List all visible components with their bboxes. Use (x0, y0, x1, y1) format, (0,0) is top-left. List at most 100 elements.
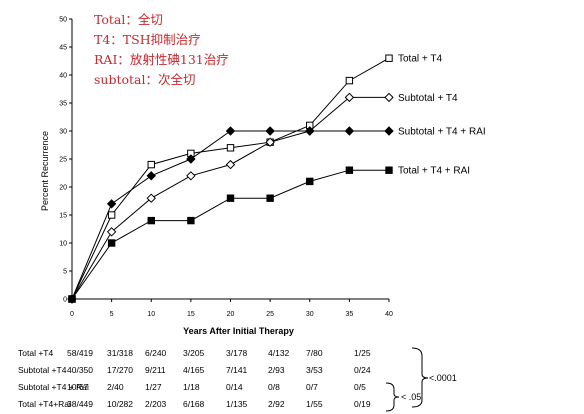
table-cell: 1/135 (226, 399, 248, 409)
y-tick-label: 40 (59, 73, 67, 80)
table-cell: 2/92 (268, 399, 285, 409)
data-point (384, 126, 394, 136)
data-point (107, 211, 116, 219)
data-point (226, 144, 235, 152)
y-tick-label: 30 (59, 129, 67, 136)
table-cell: 1/18 (183, 382, 200, 392)
legend-label: Subtotal + T4 (398, 93, 458, 104)
x-tick-label: 25 (266, 311, 274, 318)
data-point (344, 126, 355, 136)
data-point (187, 216, 195, 225)
data-point (265, 126, 275, 136)
annotation-note: T4：TSH抑制治疗 (94, 32, 201, 47)
series-line (71, 130, 389, 300)
table-cell: 10/67 (67, 382, 89, 392)
table-cell: 1/25 (354, 348, 371, 358)
table-row-label: Total +T4 (18, 348, 53, 358)
table-cell: 2/93 (268, 365, 285, 375)
table-cell: 0/14 (226, 382, 243, 392)
table-cell: 0/19 (354, 399, 371, 409)
data-point (306, 177, 314, 186)
data-point (345, 76, 354, 85)
legend-label: Total + T4 (398, 54, 442, 65)
x-tick-label: 30 (306, 311, 314, 318)
data-point (345, 166, 354, 174)
data-point (146, 193, 156, 203)
data-point (147, 216, 155, 225)
table-cell: 7/80 (306, 348, 323, 358)
y-tick-label: 35 (59, 101, 67, 108)
table-cell: 58/419 (67, 348, 93, 358)
table-cell: 10/282 (107, 399, 133, 409)
x-tick-label: 40 (385, 311, 393, 318)
p-value-label: <.0001 (429, 373, 457, 383)
bracket-all-rows (411, 347, 429, 408)
y-tick-label: 5 (63, 269, 67, 276)
x-tick-label: 20 (227, 311, 235, 318)
table-cell: 7/141 (226, 365, 248, 375)
chart-axes: 0 5 10 15 20 25 30 35 40 45 50 0 5 10 15 20 25 30 35 40 Year… (40, 17, 393, 337)
table-cell: 1/27 (145, 382, 162, 392)
data-point (385, 54, 393, 62)
table-row-label: Subtotal +T4 (18, 365, 67, 375)
p-value-label: < .05 (401, 392, 421, 402)
table-cell: 0/8 (268, 382, 280, 392)
x-tick-label: 5 (110, 311, 114, 318)
chart-legend: Total + T4 Subtotal + T4 Subtotal + T4 + R… (398, 54, 486, 177)
table-cell: 3/205 (183, 348, 205, 358)
chart-series (67, 54, 394, 304)
table-cell: 0/5 (354, 382, 366, 392)
table-cell: 6/168 (183, 399, 205, 409)
table-cell: 0/7 (306, 382, 318, 392)
y-tick-label: 0 (63, 297, 67, 304)
data-point (186, 154, 196, 164)
table-cell: 2/203 (145, 399, 167, 409)
x-axis-title: Years After Initial Therapy (183, 326, 294, 336)
table-cell: 38/449 (67, 399, 93, 409)
table-cell: 1/55 (306, 399, 323, 409)
data-point (344, 92, 355, 103)
x-tick-label: 10 (147, 311, 155, 318)
table-cell: 40/350 (67, 365, 93, 375)
y-tick-label: 45 (59, 45, 67, 52)
table-cell: 17/270 (107, 365, 133, 375)
data-point (226, 194, 235, 202)
table-cell: 4/165 (183, 365, 205, 375)
data-point (186, 171, 196, 181)
table-row-label: Total +T4+Rai (18, 399, 71, 409)
table-cell: 3/178 (226, 348, 248, 358)
y-tick-label: 15 (59, 213, 67, 220)
table-cell: 4/132 (268, 348, 290, 358)
y-tick-label: 25 (59, 157, 67, 164)
bracket-rai-rows (385, 382, 400, 412)
legend-label: Total + T4 + RAI (398, 166, 470, 177)
table-cell: 3/53 (306, 365, 323, 375)
annotation-note: RAI：放射性碘131治疗 (94, 52, 229, 67)
table-cell: 2/40 (107, 382, 124, 392)
p-value-brackets: <.0001 < .05 (385, 347, 457, 412)
data-point (146, 171, 156, 181)
legend-label: Subtotal + T4 + RAI (398, 127, 486, 138)
data-point (107, 239, 116, 247)
x-tick-label: 15 (187, 311, 195, 318)
series-line (71, 169, 389, 300)
data-point (147, 160, 155, 169)
y-tick-label: 50 (59, 17, 67, 24)
annotation-notes: Total：全切 T4：TSH抑制治疗 RAI：放射性碘131治疗 subtotal：… (94, 12, 229, 87)
data-point (265, 137, 275, 147)
data-point (266, 194, 274, 202)
annotation-note: subtotal：次全切 (94, 72, 196, 87)
data-point (106, 227, 117, 237)
series-line (71, 57, 390, 300)
x-tick-label: 35 (345, 311, 353, 318)
data-point (305, 126, 315, 136)
at-risk-table: Total +T4 58/419 31/318 6/240 3/205 3/178 4/13… (18, 348, 371, 409)
table-cell: 6/240 (145, 348, 167, 358)
annotation-note: Total：全切 (94, 12, 163, 27)
table-row-label: Subtotal +T4 + Rai (18, 382, 89, 392)
y-tick-label: 10 (59, 241, 67, 248)
x-tick-label: 0 (70, 311, 74, 318)
table-cell: 0/24 (354, 365, 371, 375)
y-tick-label: 20 (59, 185, 67, 192)
